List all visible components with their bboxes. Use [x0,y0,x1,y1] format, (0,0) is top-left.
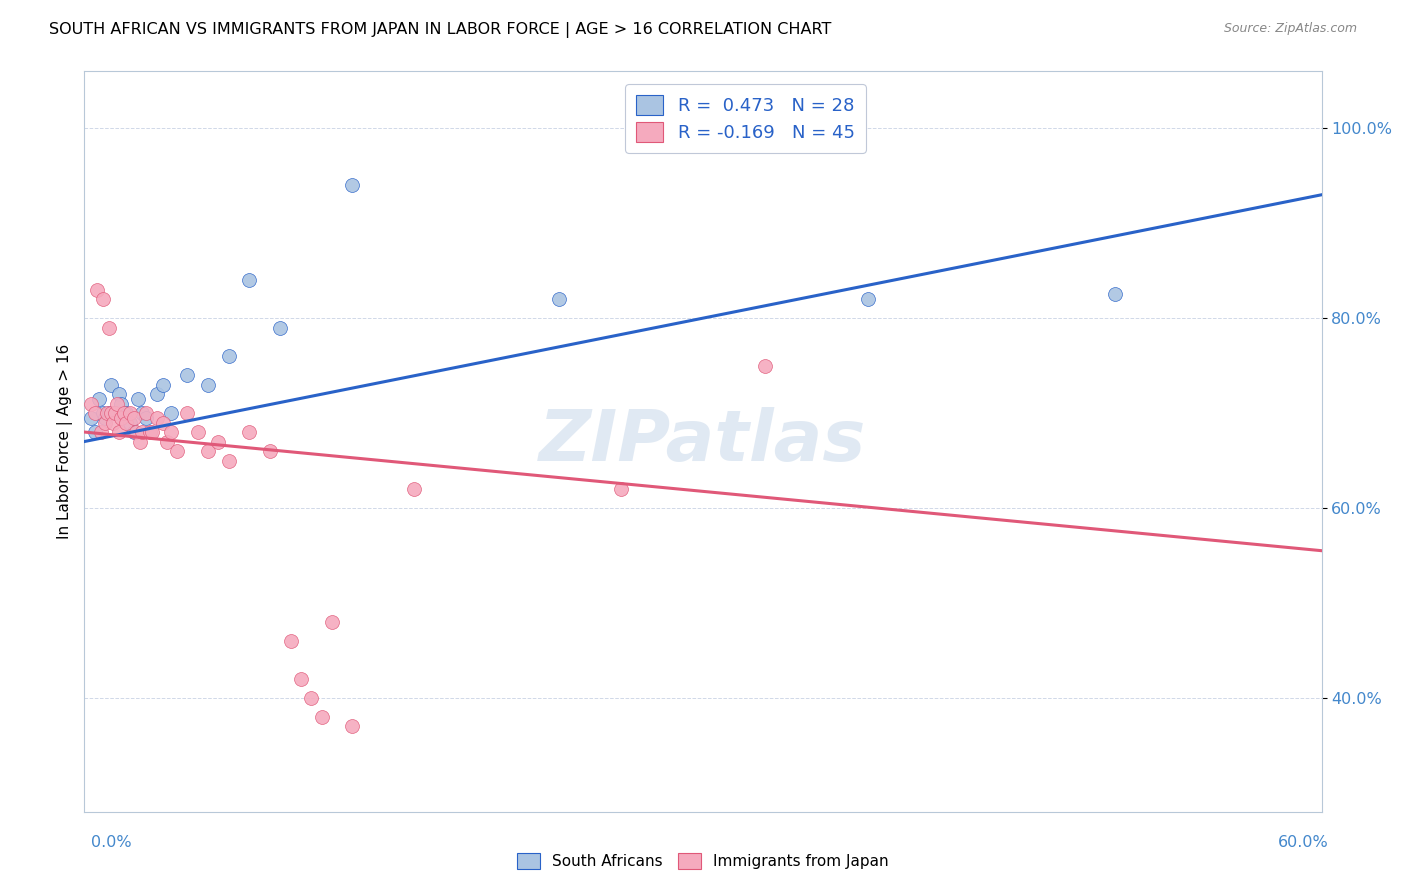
Point [145,387,167,401]
Point [100,406,122,420]
Point [321,615,343,629]
Point [105,396,128,410]
Point [114,406,136,420]
Point [110,396,132,410]
Point [83,406,105,420]
Point [218,349,240,363]
Point [609,482,631,496]
Legend: R =  0.473   N = 28, R = -0.169   N = 45: R = 0.473 N = 28, R = -0.169 N = 45 [626,84,866,153]
Point [110,410,132,425]
Point [125,425,148,439]
Point [103,416,125,430]
Point [91,406,114,420]
Point [86,283,108,297]
Point [238,425,260,439]
Point [197,444,219,458]
Legend: South Africans, Immigrants from Japan: South Africans, Immigrants from Japan [510,847,896,875]
Point [160,425,183,439]
Point [98,406,121,420]
Point [94,410,117,425]
Point [87,392,110,406]
Point [342,178,364,193]
Point [269,320,291,334]
Point [207,434,229,449]
Point [299,690,322,705]
Point [112,406,135,420]
Point [131,406,153,420]
Point [404,482,426,496]
Point [118,406,141,420]
Point [98,320,121,334]
Point [79,396,101,410]
Point [152,416,174,430]
Point [139,425,162,439]
Point [290,672,312,686]
Point [141,425,163,439]
Point [127,392,149,406]
Point [342,719,364,733]
Point [1104,287,1126,301]
Point [135,406,157,420]
Point [96,406,118,420]
Point [114,416,136,430]
Point [104,406,127,420]
Text: 60.0%: 60.0% [1278,836,1329,850]
Point [129,434,152,449]
Text: SOUTH AFRICAN VS IMMIGRANTS FROM JAPAN IN LABOR FORCE | AGE > 16 CORRELATION CHA: SOUTH AFRICAN VS IMMIGRANTS FROM JAPAN I… [49,22,831,38]
Point [79,410,101,425]
Point [122,425,145,439]
Point [152,377,174,392]
Point [311,710,333,724]
Y-axis label: In Labor Force | Age > 16: In Labor Force | Age > 16 [58,344,73,539]
Point [83,425,105,439]
Point [145,410,167,425]
Point [156,434,179,449]
Point [131,425,153,439]
Point [197,377,219,392]
Point [135,410,157,425]
Text: Source: ZipAtlas.com: Source: ZipAtlas.com [1223,22,1357,36]
Point [176,406,198,420]
Point [259,444,281,458]
Text: 0.0%: 0.0% [91,836,132,850]
Point [176,368,198,383]
Text: ZIPatlas: ZIPatlas [540,407,866,476]
Point [122,410,145,425]
Point [218,453,240,467]
Point [238,273,260,287]
Point [104,406,127,420]
Point [280,633,302,648]
Point [108,387,131,401]
Point [91,292,114,306]
Point [547,292,569,306]
Point [100,377,122,392]
Point [94,416,117,430]
Point [166,444,188,458]
Point [160,406,183,420]
Point [118,416,141,430]
Point [108,425,131,439]
Point [187,425,209,439]
Point [90,425,112,439]
Point [856,292,879,306]
Point [754,359,776,373]
